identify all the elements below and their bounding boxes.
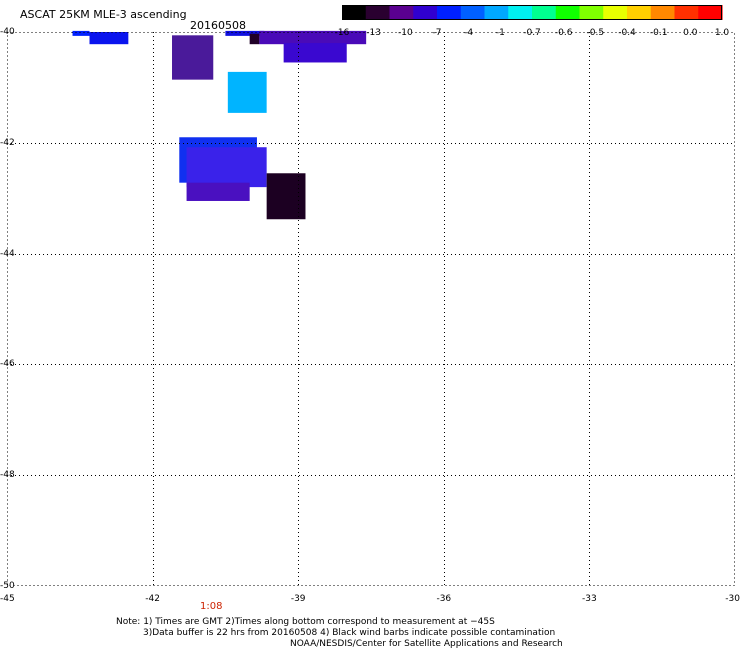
colorbar-tick-label: -1 [495, 28, 505, 38]
colorbar-segment-0 [342, 5, 367, 20]
colorbar-tick-label: -0.7 [523, 28, 541, 38]
wind-cell-7 [227, 71, 267, 113]
colorbar-segment-15 [698, 5, 723, 20]
latitude-label: -42 [0, 137, 15, 148]
colorbar-tick-label: -16 [334, 28, 350, 38]
colorbar-segment-1 [365, 5, 391, 20]
colorbar-tick-label: -0.6 [554, 28, 573, 38]
colorbar-segment-2 [389, 5, 414, 20]
wind-cell-1 [89, 32, 129, 45]
colorbar-segment-9 [555, 5, 581, 20]
longitude-label: -39 [290, 594, 306, 604]
colorbar-tick-label: -7 [432, 28, 442, 38]
wind-cell-3 [225, 30, 265, 36]
wind-cell-9 [186, 147, 267, 188]
colorbar-segment-7 [508, 5, 533, 20]
longitude-label: -33 [582, 594, 597, 604]
colorbar-tick-label: -0.4 [618, 28, 636, 38]
colorbar-segment-4 [437, 5, 462, 20]
note-line-1: Note: 1) Times are GMT 2)Times along bot… [116, 617, 495, 627]
colorbar-segment-6 [484, 5, 509, 20]
colorbar-segment-12 [627, 5, 652, 20]
longitude-label: -30 [725, 594, 740, 604]
latitude-label: -46 [0, 359, 15, 370]
latitude-label: -44 [0, 248, 15, 259]
longitude-label: -45 [0, 594, 15, 604]
wind-cell-11 [266, 173, 306, 220]
wind-cell-2 [172, 35, 214, 80]
colorbar-tick-label: -13 [366, 28, 382, 38]
longitude-label: -36 [436, 594, 452, 604]
pass-time-label: 1:08 [200, 601, 223, 612]
wind-cell-6 [283, 43, 347, 63]
colorbar-tick-label: 0.0 [683, 28, 698, 38]
colorbar-segment-8 [532, 5, 557, 20]
wind-cell-5 [259, 30, 367, 45]
colorbar-tick-label: 1.0 [714, 28, 730, 38]
colorbar-tick-label: -0.5 [586, 28, 605, 38]
note-line-2: 3)Data buffer is 22 hrs from 20160508 4)… [143, 628, 556, 638]
wind-cell-4 [249, 33, 260, 45]
note-line-3: NOAA/NESDIS/Center for Satellite Applica… [290, 639, 563, 649]
colorbar-segment-13 [650, 5, 676, 20]
wind-cell-10 [186, 182, 250, 201]
latitude-label: -48 [0, 470, 15, 481]
colorbar-tick-label: -0.1 [649, 28, 668, 38]
product-title: ASCAT 25KM MLE-3 ascending [20, 8, 187, 21]
colorbar-segment-10 [579, 5, 604, 20]
latitude-label: -50 [0, 581, 15, 591]
colorbar-segment-3 [413, 5, 438, 20]
colorbar-segment-14 [674, 5, 699, 20]
colorbar-frame [342, 5, 722, 20]
product-date: 20160508 [190, 19, 246, 32]
latitude-label: -40 [0, 27, 15, 37]
plot-frame [7, 32, 735, 586]
wind-cell-0 [72, 30, 90, 36]
colorbar-tick-label: -10 [397, 28, 413, 38]
colorbar-segment-11 [603, 5, 628, 20]
longitude-label: -42 [145, 594, 160, 604]
colorbar-segment-5 [460, 5, 486, 20]
colorbar-tick-label: -4 [464, 28, 474, 38]
